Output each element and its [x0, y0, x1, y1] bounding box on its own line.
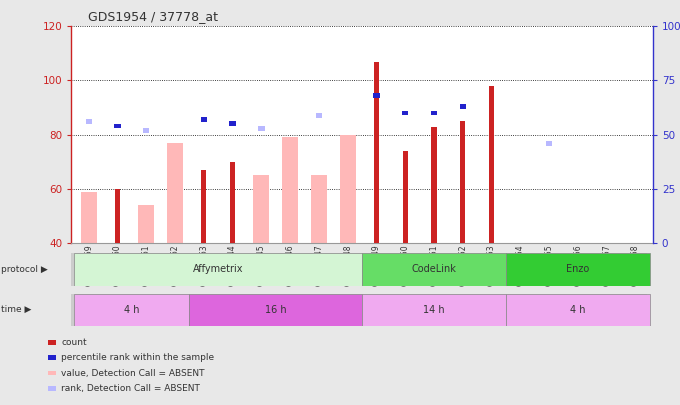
Bar [402, 111, 409, 115]
Bar [599, 243, 615, 303]
Bar [230, 162, 235, 243]
Bar [628, 243, 643, 297]
Bar [74, 253, 362, 286]
Bar [431, 111, 437, 115]
Bar [506, 253, 650, 286]
Bar [570, 243, 586, 297]
Bar [362, 253, 506, 286]
Bar [460, 104, 466, 109]
Text: percentile rank within the sample: percentile rank within the sample [61, 353, 214, 362]
Bar [403, 151, 408, 243]
Bar [190, 294, 362, 326]
Text: time ▶: time ▶ [1, 305, 32, 314]
Bar [143, 128, 150, 133]
Bar [254, 175, 269, 243]
Bar [282, 137, 298, 243]
Bar [316, 113, 322, 117]
Bar [362, 294, 506, 326]
Bar [81, 192, 97, 243]
Bar [340, 134, 356, 243]
Bar [229, 122, 236, 126]
Text: 4 h: 4 h [124, 305, 139, 315]
Bar [432, 126, 437, 243]
Bar [374, 62, 379, 243]
Bar [74, 294, 190, 326]
Bar [460, 121, 465, 243]
Text: 4 h: 4 h [571, 305, 585, 315]
Bar [258, 126, 265, 130]
Bar [115, 189, 120, 243]
Text: count: count [61, 338, 87, 347]
Text: Affymetrix: Affymetrix [193, 264, 243, 274]
Bar [167, 143, 183, 243]
Bar [114, 124, 120, 128]
Bar [513, 243, 528, 305]
Bar [489, 86, 494, 243]
Text: Enzo: Enzo [566, 264, 590, 274]
Text: rank, Detection Call = ABSENT: rank, Detection Call = ABSENT [61, 384, 200, 393]
Bar [506, 294, 650, 326]
Text: 14 h: 14 h [423, 305, 445, 315]
Bar [373, 93, 379, 98]
Text: protocol ▶: protocol ▶ [1, 265, 48, 274]
Text: value, Detection Call = ABSENT: value, Detection Call = ABSENT [61, 369, 205, 377]
Text: CodeLink: CodeLink [411, 264, 456, 274]
Bar [201, 117, 207, 122]
Bar [311, 175, 327, 243]
Bar [201, 170, 207, 243]
Bar [138, 205, 154, 243]
Bar [546, 141, 552, 146]
Text: 16 h: 16 h [265, 305, 286, 315]
Text: GDS1954 / 37778_at: GDS1954 / 37778_at [88, 10, 218, 23]
Bar [86, 119, 92, 124]
